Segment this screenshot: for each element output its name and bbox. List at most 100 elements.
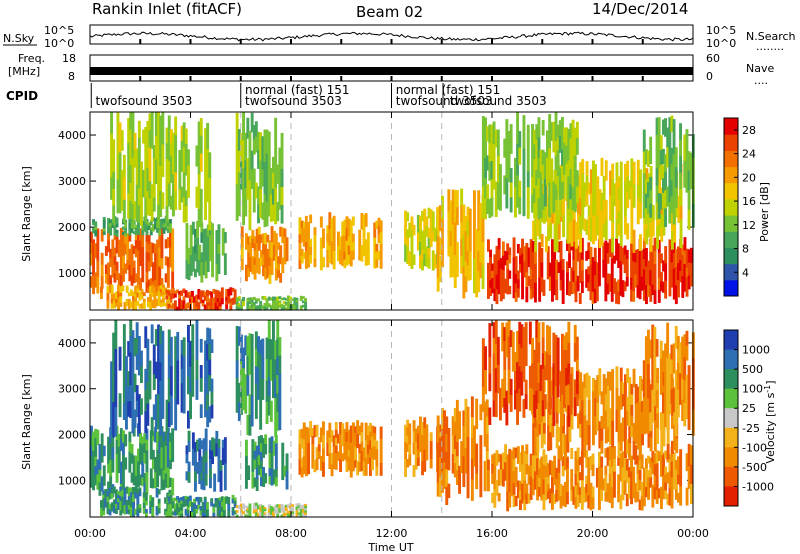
range-cell: [551, 493, 554, 510]
range-cell: [206, 302, 209, 310]
range-cell: [129, 147, 133, 166]
range-cell: [443, 410, 446, 437]
range-cell: [492, 121, 496, 145]
range-cell: [182, 375, 186, 395]
range-cell: [455, 413, 459, 429]
range-cell: [487, 459, 490, 471]
range-cell: [625, 276, 629, 287]
range-cell: [143, 220, 147, 225]
range-cell: [128, 264, 132, 274]
range-cell: [129, 129, 133, 148]
range-cell: [552, 121, 556, 153]
range-cell: [254, 121, 258, 138]
range-cell: [689, 445, 693, 466]
range-cell: [159, 299, 163, 304]
range-cell: [575, 186, 579, 204]
range-cell: [658, 185, 662, 199]
range-cell: [583, 429, 587, 444]
range-cell: [191, 378, 195, 397]
range-cell: [124, 227, 128, 232]
range-cell: [215, 443, 219, 457]
range-cell: [143, 473, 147, 484]
range-cell: [267, 508, 271, 514]
range-cell: [212, 297, 216, 303]
range-cell: [94, 466, 98, 476]
range-cell: [496, 155, 500, 183]
range-cell: [248, 394, 252, 416]
range-cell: [107, 222, 110, 229]
range-cell: [591, 453, 595, 466]
range-cell: [673, 224, 677, 243]
range-cell: [144, 492, 148, 498]
range-cell: [165, 127, 169, 144]
range-cell: [200, 472, 204, 482]
range-cell: [671, 212, 674, 232]
range-cell: [251, 256, 255, 266]
range-cell: [670, 147, 674, 165]
range-cell: [613, 471, 616, 485]
range-cell: [217, 224, 221, 235]
range-cell: [160, 228, 164, 239]
range-cell: [266, 234, 270, 243]
range-cell: [220, 496, 224, 503]
range-cell: [506, 473, 510, 484]
range-cell: [92, 222, 95, 226]
range-cell: [565, 367, 569, 387]
range-cell: [276, 393, 280, 413]
range-cell: [196, 439, 200, 452]
range-cell: [117, 459, 121, 474]
range-cell: [561, 165, 564, 183]
range-cell: [111, 435, 115, 448]
range-cell: [535, 185, 539, 202]
range-cell: [563, 349, 566, 365]
colorbar-tick-label: -500: [742, 461, 767, 474]
range-cell: [572, 259, 576, 272]
range-cell: [246, 301, 250, 307]
range-cell: [514, 371, 517, 391]
range-cell: [347, 456, 351, 464]
range-cell: [687, 466, 691, 489]
range-cell: [134, 508, 138, 515]
range-cell: [124, 263, 128, 274]
range-cell: [94, 438, 98, 448]
range-cell: [494, 320, 498, 345]
range-cell: [193, 512, 196, 518]
range-cell: [247, 252, 251, 261]
range-cell: [636, 491, 640, 502]
range-cell: [492, 337, 496, 355]
range-cell: [638, 460, 642, 471]
range-cell: [585, 251, 589, 261]
range-cell: [295, 503, 299, 508]
range-cell: [523, 246, 527, 263]
range-cell: [186, 292, 190, 298]
range-cell: [408, 251, 412, 267]
range-cell: [154, 218, 157, 225]
range-cell: [127, 491, 131, 497]
range-cell: [547, 425, 550, 451]
range-cell: [425, 424, 429, 443]
range-cell: [675, 205, 679, 218]
range-cell: [429, 459, 433, 469]
range-cell: [537, 117, 541, 139]
range-cell: [98, 444, 102, 458]
range-cell: [159, 285, 163, 290]
range-cell: [489, 287, 492, 296]
range-cell: [531, 462, 535, 472]
range-cell: [600, 391, 604, 405]
range-cell: [206, 296, 209, 304]
range-cell: [204, 451, 208, 463]
range-cell: [132, 494, 135, 503]
range-cell: [623, 466, 627, 482]
range-cell: [550, 122, 554, 141]
range-cell: [573, 343, 577, 362]
range-cell: [278, 302, 282, 306]
range-cell: [636, 185, 640, 199]
range-cell: [468, 222, 472, 238]
range-cell: [526, 171, 530, 188]
range-cell: [441, 195, 444, 220]
range-cell: [203, 291, 207, 297]
range-cell: [206, 259, 210, 272]
range-cell: [203, 304, 207, 310]
range-cell: [369, 423, 372, 433]
